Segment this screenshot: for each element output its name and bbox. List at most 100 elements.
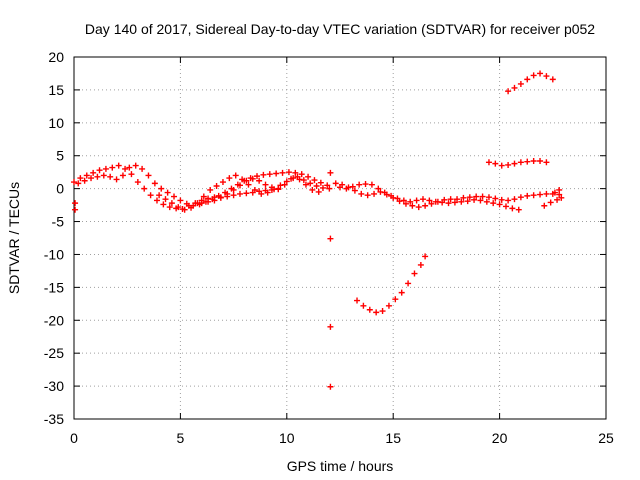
data-point [211,197,218,204]
data-point [213,183,220,190]
data-point [145,172,152,179]
data-point [283,178,290,185]
data-point [511,160,518,167]
data-point [558,194,565,201]
data-point [349,183,356,190]
data-point [385,302,392,309]
data-point [275,186,282,193]
y-tick-label: 0 [56,181,64,197]
data-point [483,198,490,205]
data-point [549,76,556,83]
data-point [485,159,492,166]
data-point [236,190,243,197]
data-point [326,185,333,192]
data-point [524,158,531,165]
y-tick-label: -10 [44,246,64,262]
data-point [439,199,446,206]
data-point [296,176,303,183]
data-point [115,162,122,169]
data-point [254,173,261,180]
data-point [492,160,499,167]
y-tick-label: 10 [48,115,64,131]
data-point [232,172,239,179]
data-point [407,198,414,205]
data-point [364,192,371,199]
data-point [319,184,326,191]
data-point [354,297,361,304]
data-point [498,162,505,169]
data-point [94,173,101,180]
data-point [392,296,399,303]
data-point [109,164,116,171]
y-tick-label: -5 [52,214,65,230]
y-tick-label: -20 [44,312,64,328]
grid-layer [74,57,606,419]
data-point [90,169,97,176]
data-point [205,198,212,205]
y-tick-label: 5 [56,148,64,164]
data-point [71,179,77,186]
data-point [171,193,178,200]
data-point [422,202,429,209]
data-point [492,195,499,202]
data-point [207,186,214,193]
data-point [166,204,173,211]
data-point [379,308,386,315]
data-point [139,165,146,172]
data-point [132,162,139,169]
data-point [405,280,412,287]
data-point [262,181,269,188]
data-point [426,197,433,204]
y-tick-label: 15 [48,82,64,98]
data-point [126,164,133,171]
data-point [313,183,320,190]
data-point [188,204,195,211]
data-point [356,181,363,188]
data-point [164,189,171,196]
x-tick-label: 5 [177,430,185,446]
data-point [409,202,416,209]
data-point [505,161,512,168]
data-point [285,169,292,176]
data-point [447,196,454,203]
data-point [230,192,237,199]
data-point [477,197,484,204]
data-point [298,171,305,178]
data-point [81,177,88,184]
data-point [362,181,369,188]
data-point [428,200,435,207]
data-point [175,204,182,211]
data-point [72,200,79,207]
data-point [375,185,382,192]
data-point [113,176,120,183]
data-point [509,205,516,212]
data-point [332,180,339,187]
data-point [311,177,318,184]
data-point [100,172,107,179]
data-point [309,186,316,193]
data-point [128,171,135,178]
data-point [337,184,343,191]
data-point [160,201,167,208]
x-tick-label: 20 [492,430,508,446]
data-point [158,185,165,192]
tick-layer: 0 5 10 15 20 25 20 15 10 5 0 -5 -10 -15 -20 -25 -30 -35 [44,49,614,446]
data-point [543,73,550,80]
data-point [151,180,158,187]
data-point [368,181,375,188]
data-point [351,187,358,194]
data-point [485,194,492,201]
data-point [537,70,544,77]
data-point [381,189,388,196]
data-point [398,289,405,296]
data-point [373,309,380,316]
data-point [343,185,350,192]
data-point [388,192,395,199]
data-point [156,192,163,199]
data-point [515,206,522,213]
data-point [466,194,473,201]
data-point [524,76,531,83]
data-point [451,199,458,206]
data-point [517,159,524,166]
